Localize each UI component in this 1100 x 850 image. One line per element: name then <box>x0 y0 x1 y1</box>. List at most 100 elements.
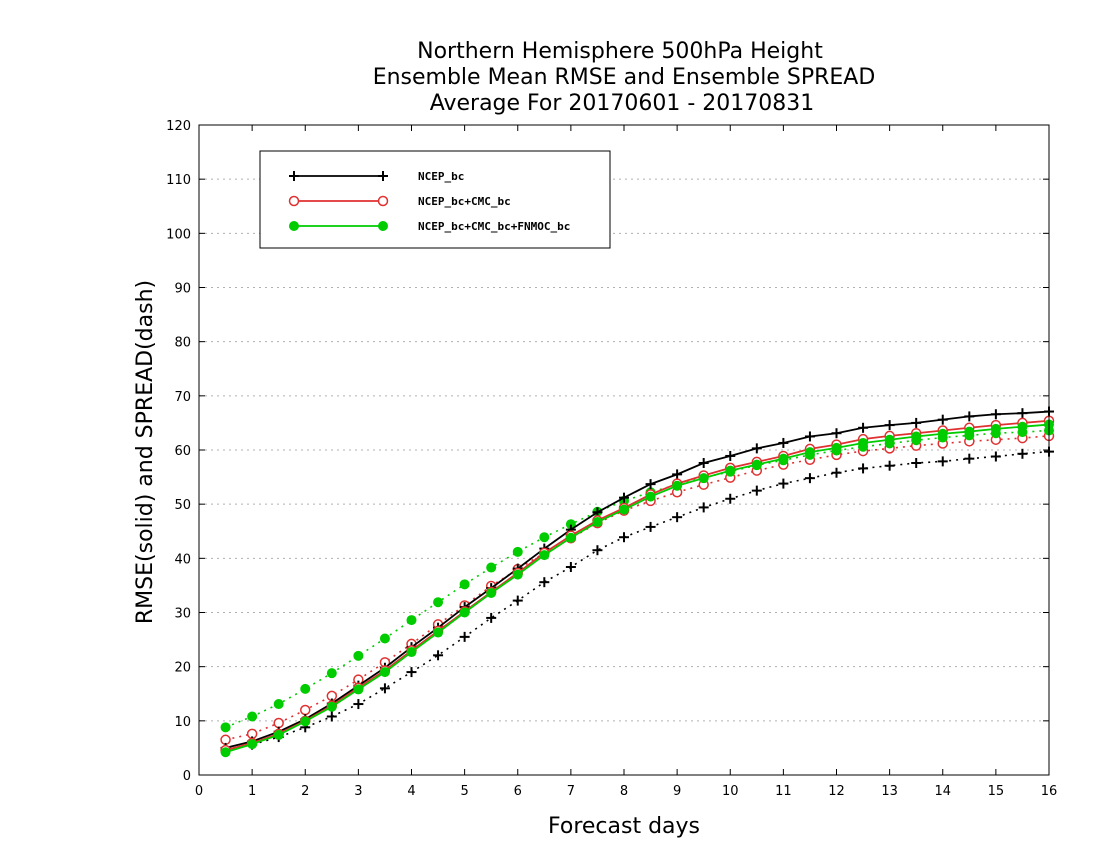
data-point <box>645 479 656 490</box>
chart-title: Northern Hemisphere 500hPa Height Ensemb… <box>373 39 876 116</box>
data-point <box>379 633 390 644</box>
y-tick-label: 40 <box>174 552 191 567</box>
data-point <box>964 426 975 437</box>
data-point <box>565 532 576 543</box>
data-point <box>459 579 470 590</box>
data-point <box>379 683 390 694</box>
series-spread-3 <box>220 446 1054 756</box>
x-tick-label: 0 <box>195 784 203 799</box>
data-point <box>1017 448 1028 459</box>
x-tick-label: 15 <box>988 784 1005 799</box>
data-point <box>273 729 284 740</box>
title-line-2: Ensemble Mean RMSE and Ensemble SPREAD <box>373 65 876 90</box>
legend-marker-left <box>289 171 299 181</box>
gridlines <box>199 178 1049 722</box>
data-point <box>751 443 762 454</box>
legend-marker-right <box>378 221 388 231</box>
x-tick-label: 6 <box>514 784 522 799</box>
data-point <box>804 447 815 458</box>
data-point <box>990 409 1001 420</box>
data-point <box>300 704 311 716</box>
data-point <box>831 428 842 439</box>
data-point <box>831 467 842 478</box>
legend-marker-left <box>289 221 299 231</box>
legend-marker-right <box>378 171 388 181</box>
data-point <box>751 485 762 496</box>
x-axis-title: Forecast days <box>548 814 700 839</box>
data-point <box>539 550 550 561</box>
data-point <box>539 577 550 588</box>
y-tick-label: 30 <box>174 607 191 622</box>
data-point <box>990 423 1001 434</box>
data-point <box>672 480 683 491</box>
data-point <box>459 631 470 642</box>
x-tick-label: 2 <box>301 784 309 799</box>
data-point <box>512 569 523 580</box>
x-tick-label: 5 <box>460 784 468 799</box>
data-point <box>619 492 629 503</box>
x-tick-label: 8 <box>620 784 628 799</box>
data-point <box>300 716 311 727</box>
data-point <box>433 627 444 638</box>
series-line <box>225 429 1050 729</box>
data-point <box>645 521 656 532</box>
legend-entry: NCEP_bc+CMC_bc <box>288 195 511 208</box>
x-tick-label: 3 <box>354 784 362 799</box>
data-point <box>911 417 922 428</box>
data-point <box>804 431 815 442</box>
data-point <box>565 562 576 572</box>
data-point <box>725 465 736 476</box>
data-point <box>778 453 789 464</box>
data-point <box>1017 421 1028 432</box>
x-tick-label: 11 <box>775 784 792 799</box>
legend-entry: NCEP_bc+CMC_bc+FNMOC_bc <box>289 220 570 233</box>
series-rmse-2 <box>220 419 1054 758</box>
data-point <box>911 458 922 468</box>
data-point <box>300 683 311 694</box>
data-point <box>406 615 417 626</box>
data-point <box>592 545 603 556</box>
data-point <box>406 647 417 658</box>
title-line-1: Northern Hemisphere 500hPa Height <box>417 39 823 64</box>
series-layer <box>220 406 1055 758</box>
data-point <box>698 458 709 468</box>
data-point <box>539 532 550 543</box>
y-tick-label: 90 <box>174 282 191 297</box>
y-axis-title: RMSE(solid) and SPREAD(dash) <box>133 280 158 624</box>
data-point <box>964 453 975 464</box>
data-point <box>858 463 869 474</box>
data-point <box>937 414 948 425</box>
data-point <box>645 491 656 502</box>
data-point <box>459 607 470 618</box>
data-point <box>858 437 869 448</box>
data-point <box>698 502 709 513</box>
data-point <box>725 450 736 461</box>
data-point <box>512 546 523 557</box>
legend-marker-right <box>377 195 389 207</box>
data-point <box>353 699 364 710</box>
data-point <box>326 668 337 679</box>
y-tick-label: 0 <box>183 769 191 784</box>
data-point <box>512 595 523 606</box>
data-point <box>433 597 444 608</box>
data-point <box>379 667 390 678</box>
data-point <box>858 422 869 433</box>
legend-label: NCEP_bc <box>418 170 464 183</box>
x-tick-label: 10 <box>722 784 739 799</box>
data-point <box>220 722 231 733</box>
series-rmse-0 <box>220 406 1054 753</box>
y-tick-label: 50 <box>174 498 191 513</box>
data-point <box>698 473 709 484</box>
title-line-3: Average For 20170601 - 20170831 <box>430 91 815 116</box>
x-tick-label: 9 <box>673 784 681 799</box>
x-tick-label: 7 <box>567 784 575 799</box>
data-point <box>326 711 337 722</box>
data-point <box>884 434 895 445</box>
x-tick-label: 14 <box>934 784 951 799</box>
data-point <box>751 459 762 470</box>
legend-label: NCEP_bc+CMC_bc+FNMOC_bc <box>418 220 570 233</box>
series-spread-5 <box>220 425 1054 733</box>
y-tick-label: 10 <box>174 715 191 730</box>
data-point <box>273 717 284 729</box>
y-tick-label: 120 <box>166 119 191 134</box>
